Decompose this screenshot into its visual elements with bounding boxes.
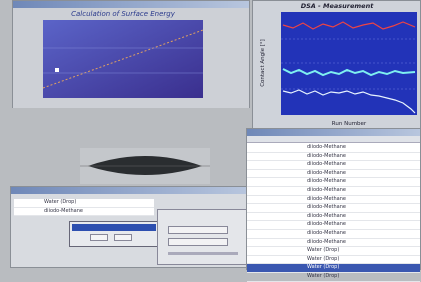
surface-energy-plot: Calculation of Surface Energy xyxy=(13,8,249,108)
button[interactable] xyxy=(168,238,228,246)
list-row[interactable]: diiodo-Methane xyxy=(247,204,420,213)
plot-title: DSA - Measurement xyxy=(301,2,375,10)
title-bar xyxy=(247,129,420,136)
button[interactable] xyxy=(168,226,228,234)
dialog xyxy=(69,221,159,247)
table-row: diiodo-Methane xyxy=(14,208,154,217)
measurement-window: DSA - Measurement Contact Angle [°] Run … xyxy=(252,0,421,132)
list-row[interactable]: diiodo-Methane xyxy=(247,144,420,153)
settings-panel xyxy=(157,209,247,265)
list-row[interactable]: diiodo-Methane xyxy=(247,187,420,196)
measurement-plot: DSA - Measurement Contact Angle [°] Run … xyxy=(253,1,420,131)
calculation-table: Water (Drop)diiodo-Methane xyxy=(14,199,154,216)
slider[interactable] xyxy=(168,252,238,255)
calculation-window: Water (Drop)diiodo-Methane xyxy=(10,186,250,268)
list-row[interactable]: Water (Drop) xyxy=(247,256,420,265)
x-axis-label: Run Number xyxy=(332,121,367,127)
list-row[interactable]: diiodo-Methane xyxy=(247,178,420,187)
list-row[interactable]: Water (Drop) xyxy=(247,264,420,273)
dialog-title-bar xyxy=(72,224,156,231)
title-bar xyxy=(13,1,249,8)
list-row[interactable]: diiodo-Methane xyxy=(247,196,420,205)
list-row[interactable]: diiodo-Methane xyxy=(247,161,420,170)
point xyxy=(55,68,59,72)
list-row[interactable]: diiodo-Methane xyxy=(247,170,420,179)
button[interactable] xyxy=(90,234,108,241)
button[interactable] xyxy=(114,234,132,241)
list-row[interactable]: Water (Drop) xyxy=(247,273,420,282)
table-row: Water (Drop) xyxy=(14,199,154,208)
list-row[interactable]: Water (Drop) xyxy=(247,247,420,256)
screen: Calculation of Surface Energy DSA - Meas… xyxy=(0,0,421,270)
list-row[interactable]: diiodo-Methane xyxy=(247,153,420,162)
list-header xyxy=(247,136,420,143)
y-axis-label: Contact Angle [°] xyxy=(260,39,266,87)
list-row[interactable]: diiodo-Methane xyxy=(247,230,420,239)
drop-view xyxy=(80,148,210,184)
surface-energy-window: Calculation of Surface Energy xyxy=(12,0,250,108)
list-row[interactable]: diiodo-Methane xyxy=(247,221,420,230)
list-row[interactable]: diiodo-Methane xyxy=(247,213,420,222)
plot-area xyxy=(281,12,417,115)
list-row[interactable]: diiodo-Methane xyxy=(247,239,420,248)
plot-title: Calculation of Surface Energy xyxy=(71,10,176,18)
title-bar xyxy=(11,187,249,194)
